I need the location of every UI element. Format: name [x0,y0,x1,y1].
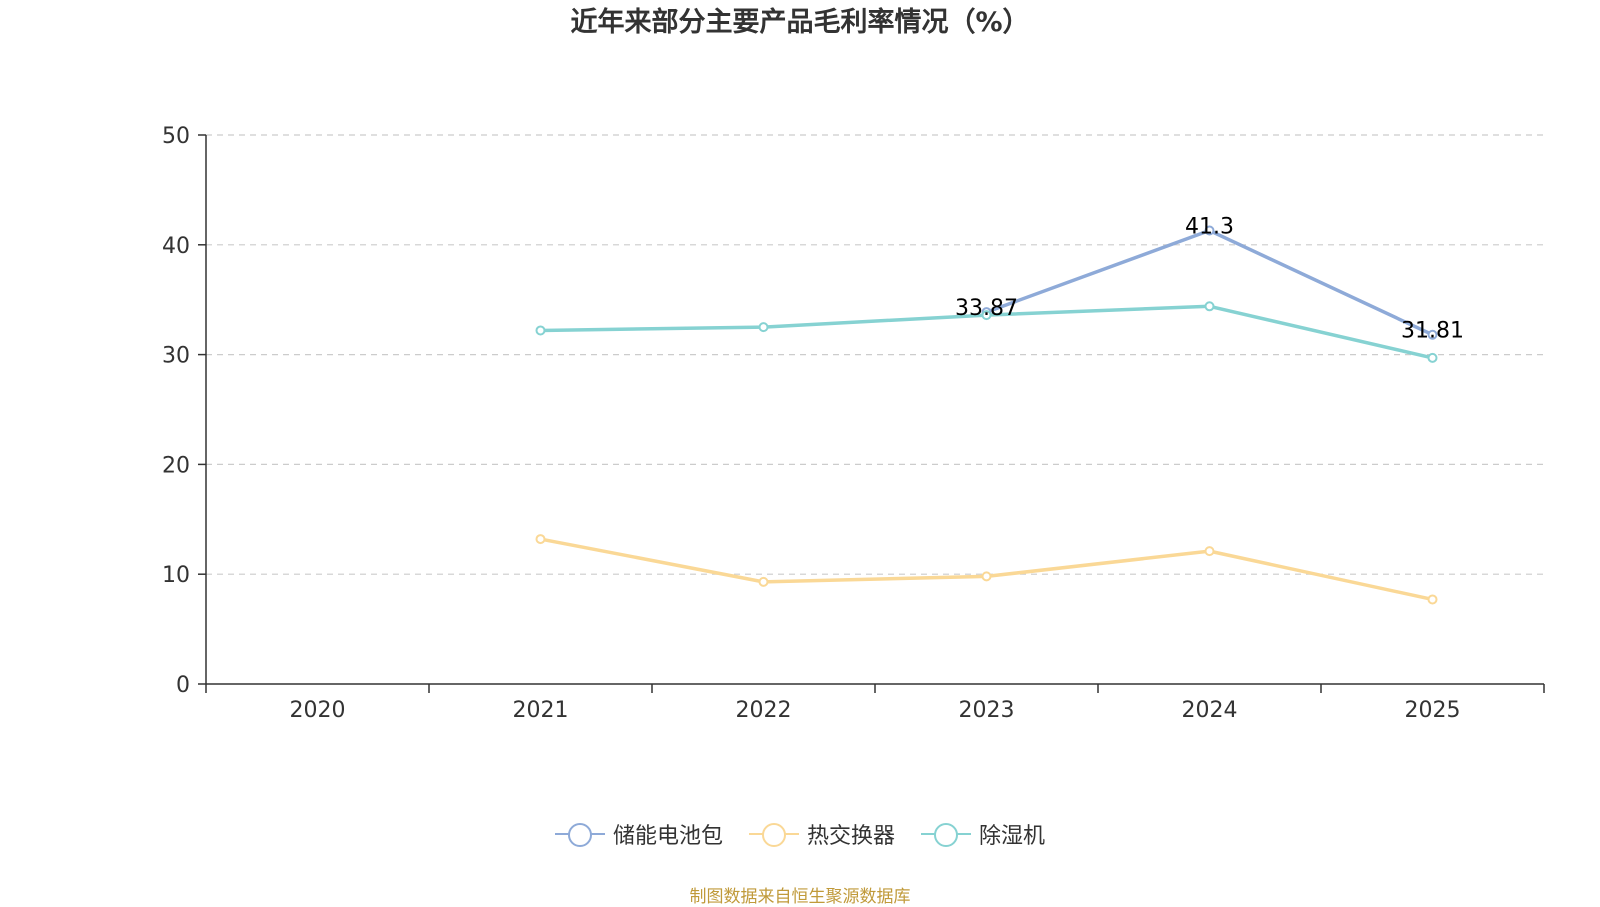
x-tick-label-2020: 2020 [290,698,346,723]
data-point [535,325,546,336]
data-label: 31.81 [1401,319,1464,344]
y-tick-label: 0 [176,673,190,698]
legend-item[interactable]: 热交换器 [748,818,895,850]
legend-swatch-icon [554,822,605,847]
data-label: 41.3 [1185,215,1234,240]
y-tick-label: 50 [162,124,190,149]
legend-label: 热交换器 [806,824,895,849]
data-point [1204,301,1215,312]
data-point [1204,225,1215,236]
source-note: 制图数据来自恒生聚源数据库 [689,887,911,907]
legend-label: 储能电池包 [612,824,723,849]
data-label: 33.87 [955,296,1018,321]
legend-item[interactable]: 储能电池包 [554,818,723,850]
data-point [1427,329,1438,340]
y-tick-label: 30 [162,344,190,369]
series-line-1 [540,537,1433,602]
legend-swatch-icon [748,822,799,847]
x-tick-label-2023: 2023 [959,698,1015,723]
legend-swatch-icon [921,822,971,847]
data-point [1427,594,1438,605]
data-point [758,576,769,587]
chart-title: 近年来部分主要产品毛利率情况（%） [570,7,1030,38]
legend-item[interactable]: 除湿机 [921,818,1045,850]
series-lines [535,225,1438,605]
series-line-0 [985,228,1434,337]
gridlines [206,134,1544,575]
legend: 储能电池包 热交换器 除湿机 [0,818,1600,850]
legend-label: 除湿机 [979,824,1046,849]
axes: 0 10 20 30 40 50 2020 2021 2022 2023 2024 2025 [162,124,1545,723]
x-tick-label-2022: 2022 [736,698,792,723]
data-labels: 33.87 41.3 31.81 [955,215,1464,344]
data-point [1427,352,1438,363]
data-point [1204,546,1215,557]
y-tick-label: 40 [162,234,190,259]
data-point [758,322,769,333]
data-point [981,571,992,582]
data-point [981,310,992,321]
x-tick-label-2025: 2025 [1405,698,1461,723]
x-tick-label-2024: 2024 [1182,698,1238,723]
data-point [535,534,546,545]
x-tick-label-2021: 2021 [513,698,569,723]
y-tick-label: 10 [162,563,190,588]
y-tick-label: 20 [162,453,190,478]
